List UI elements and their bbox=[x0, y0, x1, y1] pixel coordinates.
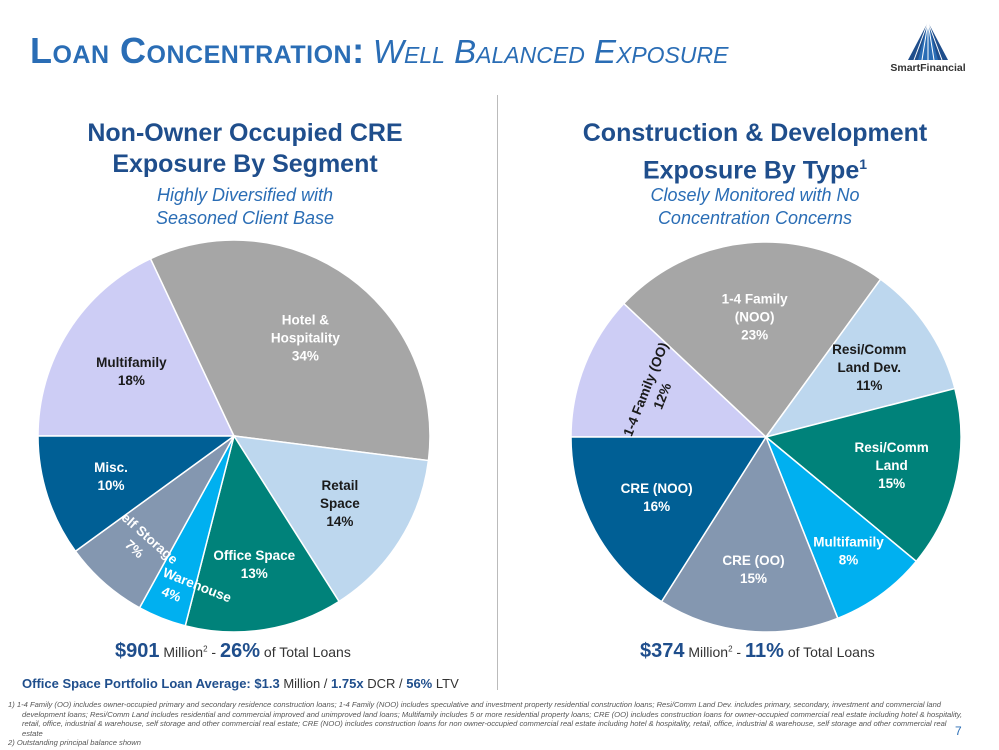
page-title-main: Loan Concentration: bbox=[30, 30, 365, 71]
office-note-dcr: 1.75x bbox=[331, 676, 364, 691]
pie-slice-multifamily bbox=[37, 257, 236, 437]
office-note-ltv: 56% bbox=[406, 676, 433, 691]
left-total-amount: $901 bbox=[115, 640, 160, 662]
left-total-dash: - bbox=[211, 644, 217, 660]
right-chart-subtitle: Closely Monitored with No Concentration … bbox=[530, 184, 980, 230]
right-chart-title: Construction & Development Exposure By T… bbox=[530, 118, 980, 186]
pie-slice-hotel-hospitality bbox=[149, 239, 431, 462]
pie-label-retail-space: Retail Space 14% bbox=[320, 478, 360, 529]
left-chart-title-line2: Exposure By Segment bbox=[112, 150, 378, 178]
office-note-avg: $1.3 bbox=[254, 676, 280, 691]
pie-label-multifamily: Multifamily 18% bbox=[96, 355, 167, 388]
right-total-unit: Million bbox=[688, 644, 729, 660]
pie-slice-retail-space bbox=[232, 435, 430, 603]
footnote-2: 2) Outstanding principal balance shown bbox=[8, 738, 141, 748]
pie-label-1-4-family-noo: 1-4 Family (NOO) 23% bbox=[722, 292, 789, 343]
section-divider bbox=[497, 95, 498, 690]
right-chart-subtitle-line1: Closely Monitored with No bbox=[650, 185, 860, 205]
office-note-label: Office Space Portfolio Loan Average: bbox=[22, 676, 251, 691]
left-total-footnote-ref: 2 bbox=[203, 644, 208, 654]
smartfinancial-logo: SmartFinancial bbox=[878, 20, 978, 80]
page-title: Loan Concentration: Well Balanced Exposu… bbox=[30, 30, 728, 72]
pie-slice-misc bbox=[37, 435, 237, 553]
right-total-footnote-ref: 2 bbox=[728, 644, 733, 654]
pie-label-misc: Misc. 10% bbox=[94, 460, 128, 493]
left-chart-subtitle-line2: Seasoned Client Base bbox=[155, 208, 335, 228]
pie-label-cre-noo: CRE (NOO) 16% bbox=[621, 481, 693, 514]
pie-slice-resi-comm-land bbox=[764, 387, 962, 563]
office-space-note: Office Space Portfolio Loan Average: $1.… bbox=[22, 676, 459, 691]
left-chart-subtitle: Highly Diversified with Seasoned Client … bbox=[30, 184, 460, 230]
pie-slice-cre-oo bbox=[660, 435, 839, 633]
right-chart-title-footnote-ref: 1 bbox=[859, 156, 868, 172]
office-note-avg-unit: Million / bbox=[283, 676, 328, 691]
pie-slice-1-4-family-noo bbox=[622, 241, 882, 439]
pie-label-resi-comm-land-dev: Resi/Comm Land Dev. 11% bbox=[832, 342, 906, 393]
pie-slice-multifamily bbox=[765, 436, 918, 620]
pie-slice-1-4-family-oo bbox=[570, 302, 768, 438]
logo-text: SmartFinancial bbox=[890, 62, 966, 74]
pie-slice-cre-noo bbox=[570, 436, 768, 603]
right-chart-subtitle-line2: Concentration Concerns bbox=[657, 208, 853, 228]
footnote-1: 1) 1-4 Family (OO) includes owner-occupi… bbox=[8, 700, 963, 738]
cre-segment-pie-chart: Multifamily 18% Hotel & Hospitality 34% Retai… bbox=[37, 239, 431, 633]
right-total-amount: $374 bbox=[640, 640, 685, 662]
footnotes: 1) 1-4 Family (OO) includes owner-occupi… bbox=[8, 700, 968, 748]
pie-label-multifamily: Multifamily 8% bbox=[813, 535, 884, 568]
construction-type-pie-chart: 1-4 Family (OO)12%1-4 Family (NOO) 23%Resi… bbox=[570, 241, 962, 633]
right-total-dash: - bbox=[736, 644, 742, 660]
office-note-ltv-unit: LTV bbox=[435, 676, 459, 691]
right-chart-title-line2: Exposure By Type bbox=[642, 156, 860, 185]
left-chart-subtitle-line1: Highly Diversified with bbox=[156, 185, 334, 205]
pie-label-office-space: Office Space 13% bbox=[213, 548, 295, 581]
pie-label-hotel-hospitality: Hotel & Hospitality 34% bbox=[271, 313, 341, 364]
right-total: $374 Million2 - 11% of Total Loans bbox=[640, 640, 875, 663]
pie-slice-resi-comm-land-dev bbox=[764, 278, 956, 439]
left-chart-title: Non-Owner Occupied CRE Exposure By Segme… bbox=[30, 118, 460, 180]
left-total: $901 Million2 - 26% of Total Loans bbox=[115, 640, 351, 663]
office-note-dcr-unit: DCR / bbox=[367, 676, 403, 691]
right-total-pct: 11% bbox=[744, 640, 784, 662]
left-chart-title-line1: Non-Owner Occupied CRE bbox=[87, 119, 403, 147]
logo-pyramid-icon bbox=[908, 21, 948, 61]
pie-slice-office-space bbox=[184, 434, 341, 633]
right-total-suffix: of Total Loans bbox=[787, 644, 875, 660]
page-title-sub: Well Balanced Exposure bbox=[372, 33, 729, 70]
left-total-unit: Million bbox=[163, 644, 204, 660]
right-chart-title-line1: Construction & Development bbox=[582, 119, 928, 147]
pie-label-cre-oo: CRE (OO) 15% bbox=[722, 553, 784, 586]
left-total-suffix: of Total Loans bbox=[263, 644, 351, 660]
pie-label-resi-comm-land: Resi/Comm Land 15% bbox=[854, 440, 928, 491]
left-total-pct: 26% bbox=[219, 640, 261, 662]
page-number: 7 bbox=[955, 724, 962, 738]
